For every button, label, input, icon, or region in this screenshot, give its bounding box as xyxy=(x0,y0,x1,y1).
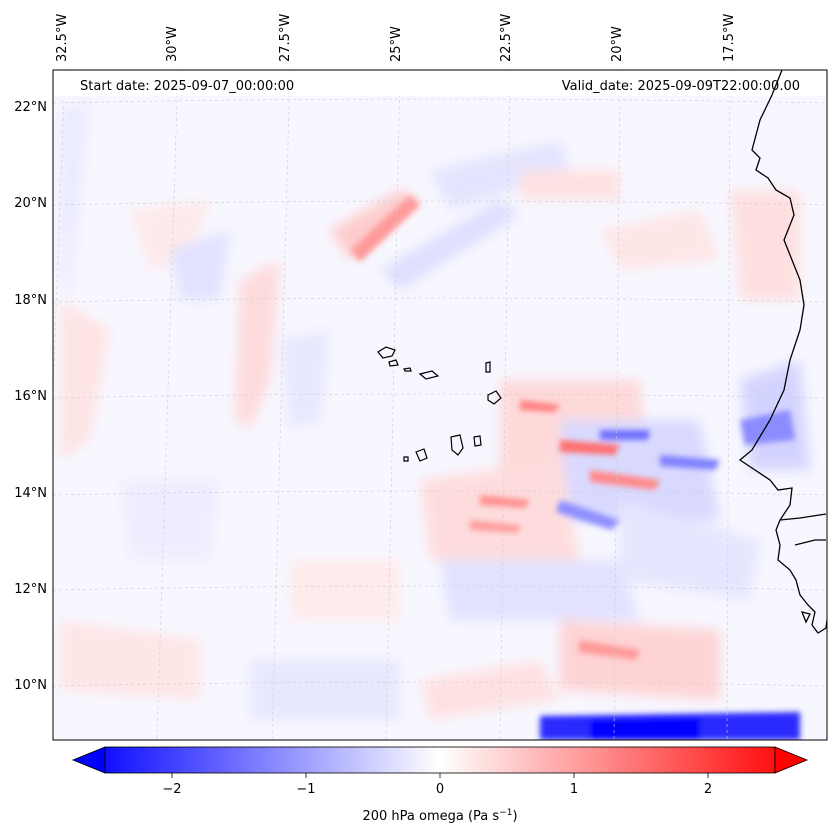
gridlines xyxy=(53,70,827,740)
lon-label: 25°W xyxy=(389,26,404,62)
colorbar-tick-label: 0 xyxy=(436,782,444,797)
colorbar-tick-label: −1 xyxy=(296,782,315,797)
colorbar-ticks: −2 −1 0 1 2 xyxy=(162,773,712,797)
longitude-labels: 32.5°W 30°W 27.5°W 25°W 22.5°W 20°W 17.5… xyxy=(55,14,737,62)
lat-label: 10°N xyxy=(14,678,47,693)
lon-label: 22.5°W xyxy=(499,14,514,62)
lon-label: 27.5°W xyxy=(278,14,293,62)
colorbar: −2 −1 0 1 2 200 hPa omega (Pa s−1) xyxy=(71,746,809,824)
lon-label: 17.5°W xyxy=(722,14,737,62)
header-strip xyxy=(54,71,826,96)
valid-date-label: Valid_date: 2025-09-09T22:00:00.00 xyxy=(562,79,800,94)
lon-label: 32.5°W xyxy=(55,14,70,62)
lat-label: 12°N xyxy=(14,582,47,597)
colorbar-min-extend xyxy=(71,746,106,774)
colorbar-label: 200 hPa omega (Pa s−1) xyxy=(362,808,517,824)
african-coastline xyxy=(738,69,828,634)
cape-verde-islands xyxy=(377,346,502,462)
start-date-label: Start date: 2025-09-07_00:00:00 xyxy=(80,79,294,94)
lon-label: 30°W xyxy=(165,26,180,62)
map-panel: Start date: 2025-09-07_00:00:00 Valid_da… xyxy=(52,69,828,741)
colorbar-tick-label: 2 xyxy=(704,782,712,797)
lat-label: 16°N xyxy=(14,389,47,404)
colorbar-tick-label: −2 xyxy=(162,782,181,797)
lat-label: 14°N xyxy=(14,486,47,501)
map-frame xyxy=(52,69,828,741)
colorbar-gradient xyxy=(104,746,776,774)
lon-label: 20°W xyxy=(610,26,625,62)
omega-field xyxy=(60,100,810,740)
lat-label: 18°N xyxy=(14,293,47,308)
colorbar-max-extend xyxy=(774,746,809,774)
lat-label: 22°N xyxy=(14,100,47,115)
latitude-labels: 22°N 20°N 18°N 16°N 14°N 12°N 10°N xyxy=(14,100,47,693)
colorbar-tick-label: 1 xyxy=(570,782,578,797)
lat-label: 20°N xyxy=(14,196,47,211)
